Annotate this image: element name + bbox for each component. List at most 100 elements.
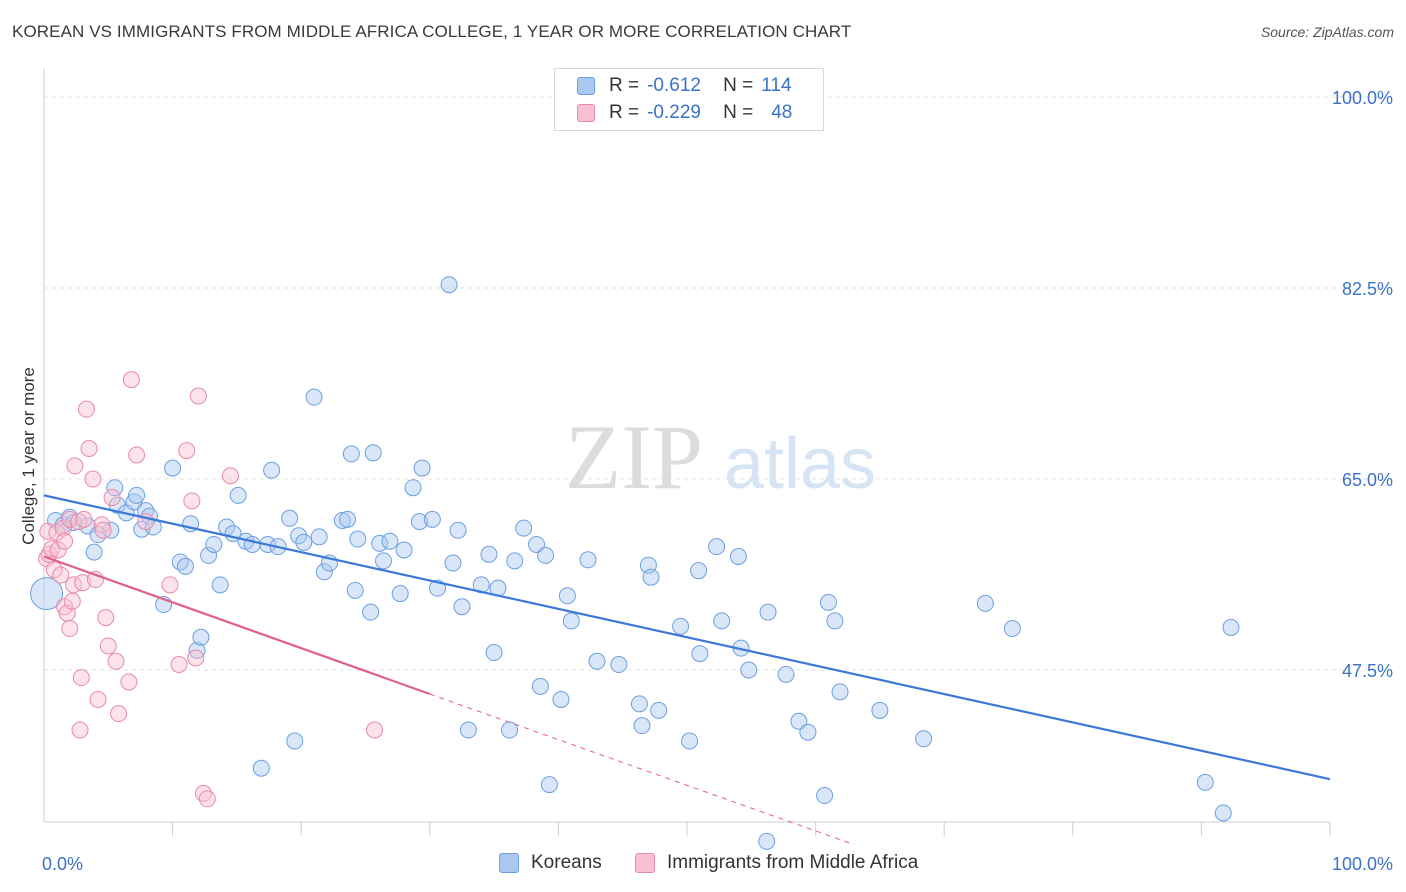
- data-point: [164, 459, 182, 477]
- trend-line-koreans: [43, 494, 1331, 781]
- series-legend-label: Immigrants from Middle Africa: [667, 852, 919, 873]
- data-point: [71, 721, 89, 739]
- data-point: [120, 673, 138, 691]
- data-point: [650, 701, 668, 719]
- data-point: [198, 790, 216, 808]
- series-legend-label: Koreans: [531, 852, 602, 873]
- data-point: [871, 701, 889, 719]
- watermark-zip: ZIP: [565, 406, 703, 508]
- data-point: [440, 276, 458, 294]
- data-point: [99, 637, 117, 655]
- data-point: [515, 519, 533, 537]
- data-point: [52, 566, 70, 584]
- y-tick-label: 65.0%: [1342, 470, 1393, 490]
- data-point: [94, 521, 112, 539]
- data-point: [371, 534, 389, 552]
- data-point: [106, 479, 124, 497]
- data-point: [485, 644, 503, 662]
- data-point: [211, 576, 229, 594]
- data-point: [690, 562, 708, 580]
- watermark-atlas: atlas: [724, 424, 876, 504]
- legend-r-value: -0.229: [647, 102, 701, 123]
- data-point: [713, 612, 731, 630]
- x-tick-label: 100.0%: [1332, 854, 1393, 874]
- series-legend-koreans[interactable]: Koreans: [499, 852, 602, 874]
- data-point: [85, 543, 103, 561]
- y-tick-label: 82.5%: [1342, 279, 1393, 299]
- chart-title: KOREAN VS IMMIGRANTS FROM MIDDLE AFRICA …: [12, 22, 852, 41]
- data-point: [375, 552, 393, 570]
- data-point: [1214, 804, 1232, 822]
- data-point: [759, 603, 777, 621]
- series-swatch-koreans: [499, 853, 519, 873]
- data-point: [537, 546, 555, 564]
- data-point: [183, 492, 201, 510]
- data-point: [391, 585, 409, 603]
- data-point: [61, 620, 79, 638]
- data-point: [122, 371, 140, 389]
- data-point: [56, 532, 74, 550]
- data-point: [395, 541, 413, 559]
- data-point: [777, 665, 795, 683]
- data-point: [187, 649, 205, 667]
- data-point: [103, 489, 121, 507]
- series-koreans: [30, 276, 1240, 850]
- data-point: [333, 511, 351, 529]
- data-point: [1196, 773, 1214, 791]
- data-point: [80, 439, 98, 457]
- data-point: [459, 721, 477, 739]
- series-swatch-middle-africa: [635, 853, 655, 873]
- data-point: [221, 467, 239, 485]
- data-point: [672, 617, 690, 635]
- data-point: [362, 603, 380, 621]
- data-point: [315, 563, 333, 581]
- data-point: [729, 547, 747, 565]
- data-point: [633, 717, 651, 735]
- watermark: ZIP atlas: [565, 406, 876, 508]
- trend-lines: [43, 494, 1331, 846]
- data-point: [915, 730, 933, 748]
- data-point: [252, 759, 270, 777]
- data-point: [480, 545, 498, 563]
- data-point: [30, 577, 64, 611]
- data-point: [192, 628, 210, 646]
- data-point: [54, 519, 72, 537]
- data-point: [413, 459, 431, 477]
- data-point: [1003, 620, 1021, 638]
- legend-n-label: N =: [723, 75, 754, 96]
- data-point: [75, 510, 93, 528]
- data-point: [381, 532, 399, 550]
- data-point: [74, 574, 92, 592]
- data-point: [66, 457, 84, 475]
- data-point: [77, 400, 95, 418]
- data-point: [125, 493, 143, 511]
- data-point: [89, 690, 107, 708]
- data-point: [263, 461, 281, 479]
- y-axis-label: College, 1 year or more: [19, 367, 38, 545]
- data-point: [540, 776, 558, 794]
- data-point: [43, 540, 61, 558]
- data-point: [107, 652, 125, 670]
- legend-r-label: R =: [609, 102, 640, 123]
- data-point: [562, 612, 580, 630]
- legend-n-label: N =: [723, 102, 754, 123]
- data-point: [799, 723, 817, 741]
- data-point: [349, 530, 367, 548]
- data-point: [72, 669, 90, 687]
- grid-lines: [44, 96, 1395, 671]
- legend-row-koreans: R = -0.612 N = 114: [577, 75, 792, 97]
- correlation-legend: R = -0.612 N = 114 R = -0.229 N = 48: [554, 68, 824, 131]
- data-point: [740, 661, 758, 679]
- data-point: [531, 677, 549, 695]
- series-legend-middle-africa[interactable]: Immigrants from Middle Africa: [635, 852, 918, 874]
- data-point: [449, 521, 467, 539]
- data-point: [161, 576, 179, 594]
- data-point: [189, 387, 207, 405]
- data-point: [84, 470, 102, 488]
- data-point: [558, 587, 576, 605]
- data-point: [338, 510, 356, 528]
- data-point: [128, 446, 146, 464]
- data-point: [528, 535, 546, 553]
- legend-n-value: 48: [771, 102, 793, 123]
